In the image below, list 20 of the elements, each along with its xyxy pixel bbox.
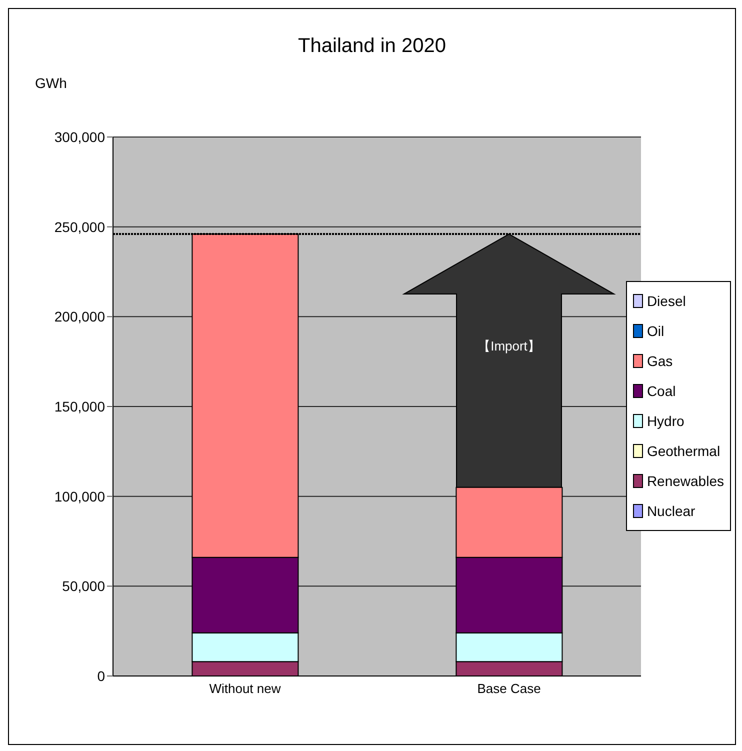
y-tick-label: 250,000 (54, 218, 106, 235)
chart-title: Thailand in 2020 (297, 35, 447, 58)
y-tick-label: 100,000 (54, 488, 106, 504)
legend-label: Oil (646, 323, 664, 339)
legend-label: Coal (646, 383, 676, 399)
legend-label: Renewables (646, 473, 724, 489)
y-tick-label: 300,000 (54, 128, 106, 145)
x-tick-label: Base Case (477, 681, 541, 696)
y-tick-label: 150,000 (54, 398, 106, 414)
y-axis-title: GWh (35, 75, 67, 91)
y-tick-label: 200,000 (54, 308, 106, 325)
annotation: 【Import】 (478, 338, 540, 354)
legend-label: Hydro (646, 413, 684, 429)
x-tick-label: Without new (209, 681, 282, 696)
y-tick-label: 50,000 (62, 578, 106, 594)
legend-label: Geothermal (646, 443, 720, 459)
legend-label: Gas (646, 353, 673, 369)
y-tick-label: 0 (97, 668, 106, 684)
legend-label: Diesel (646, 293, 686, 309)
legend-label: Nuclear (646, 503, 696, 519)
